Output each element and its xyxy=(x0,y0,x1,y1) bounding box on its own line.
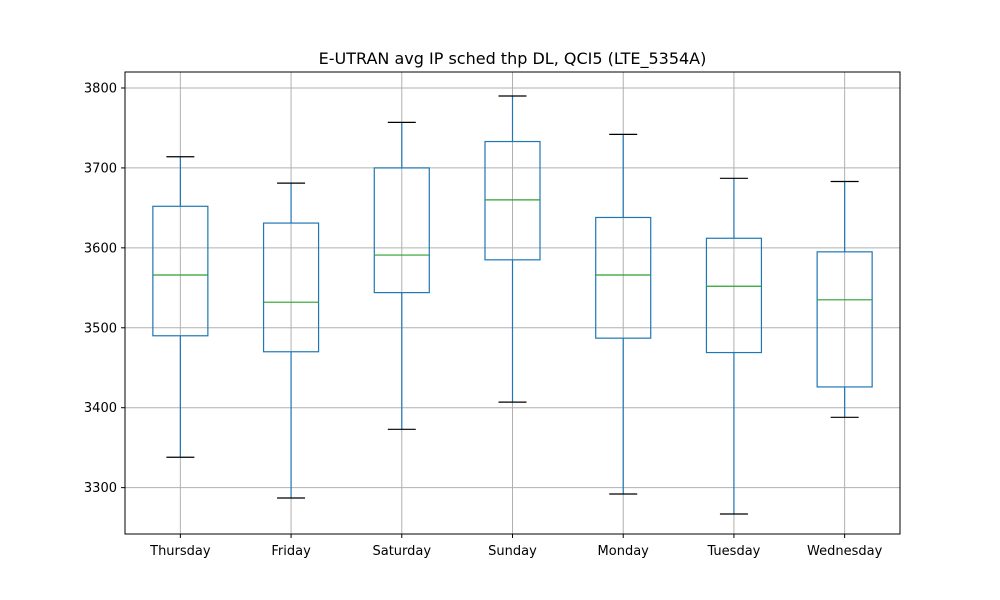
x-axis: Thursday Friday Saturday Sunday Monday Tuesda… xyxy=(149,534,883,559)
x-tick-label: Thursday xyxy=(149,544,211,559)
x-tick-label: Saturday xyxy=(372,544,431,559)
x-tick-label: Sunday xyxy=(488,544,537,559)
x-tick-label: Tuesday xyxy=(706,544,760,559)
box-friday xyxy=(262,182,320,499)
box-thursday xyxy=(152,156,209,458)
box-wednesday xyxy=(816,180,873,418)
box-tuesday xyxy=(705,177,763,515)
x-tick-label: Friday xyxy=(271,544,311,559)
iqr-box xyxy=(152,205,209,337)
x-tick-label: Monday xyxy=(598,544,650,559)
chart-title: E-UTRAN avg IP sched thp DL, QCI5 (LTE_5… xyxy=(319,49,707,69)
y-tick-label: 3500 xyxy=(84,321,117,336)
y-tick-label: 3400 xyxy=(84,401,117,416)
iqr-box xyxy=(595,216,652,339)
box-sunday xyxy=(484,95,541,403)
iqr-box xyxy=(705,237,763,354)
y-tick-label: 3700 xyxy=(84,161,117,176)
x-tick-label: Wednesday xyxy=(807,544,883,559)
box-plot-series xyxy=(152,95,873,515)
y-tick-label: 3600 xyxy=(84,241,117,256)
y-tick-label: 3800 xyxy=(84,81,117,96)
iqr-box xyxy=(262,222,320,353)
iqr-box xyxy=(816,251,873,388)
box-saturday xyxy=(373,121,430,430)
y-tick-label: 3300 xyxy=(84,481,117,496)
iqr-box xyxy=(484,140,541,261)
box-monday xyxy=(595,133,652,495)
y-axis: 3300 3400 3500 3600 3700 3800 xyxy=(84,81,125,496)
iqr-box xyxy=(373,167,430,294)
